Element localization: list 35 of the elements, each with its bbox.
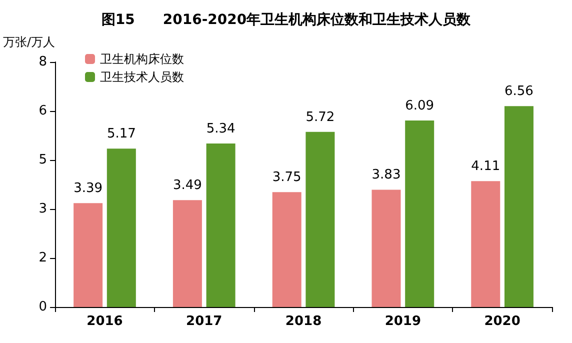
bar [272,192,302,307]
x-tick-label: 2019 [384,314,422,329]
legend-label: 卫生机构床位数 [100,52,184,66]
y-tick-label: 3 [38,202,48,216]
x-tick-label: 2016 [86,314,123,329]
y-tick-label: 6 [38,104,48,118]
legend-label: 卫生技术人员数 [100,70,184,84]
bar [504,106,534,307]
y-axis-title: 万张/万人 [2,35,56,49]
x-tick-label: 2018 [285,314,322,329]
data-label: 3.83 [372,168,401,183]
x-tick-label: 2020 [484,314,520,329]
y-tick-label: 2 [38,250,48,266]
bar [172,200,202,307]
y-tick-label: 8 [38,54,48,70]
data-label: 3.49 [172,178,202,194]
data-label: 5.72 [306,110,335,125]
data-label: 5.34 [206,121,236,136]
data-label: 4.11 [471,159,500,174]
bar [106,148,136,307]
bar [372,190,401,307]
bar [74,203,103,307]
y-tick-label: 0 [38,300,48,314]
x-tick-label: 2017 [186,314,222,329]
bar [206,143,236,307]
bar [306,132,335,307]
y-tick-label: 5 [38,152,48,168]
chart-title: 图15 2016-2020年卫生机构床位数和卫生技术人员数 [101,11,472,28]
data-label: 6.56 [504,84,534,100]
data-label: 5.17 [106,126,136,142]
bar [405,120,434,307]
data-label: 3.75 [272,170,302,186]
data-label: 6.09 [405,98,434,114]
data-label: 3.39 [74,181,103,196]
bar [471,181,500,307]
